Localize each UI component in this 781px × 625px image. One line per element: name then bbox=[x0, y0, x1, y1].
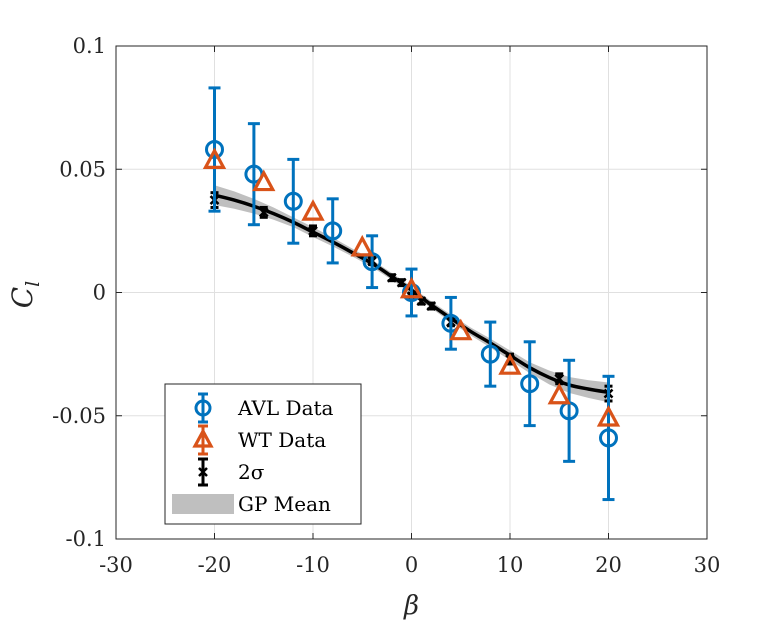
avl-point bbox=[283, 191, 303, 211]
wt-point bbox=[202, 147, 227, 169]
wt-point bbox=[399, 276, 424, 299]
y-axis-label: Cl bbox=[6, 281, 44, 309]
legend-sigma-marker bbox=[198, 467, 208, 477]
legend-label: AVL Data bbox=[237, 396, 334, 420]
avl-point bbox=[205, 140, 224, 160]
x-tick-label: 10 bbox=[497, 553, 524, 577]
series-2sigma bbox=[209, 191, 614, 403]
x-tick-label: -20 bbox=[198, 553, 232, 577]
series-wt-data bbox=[202, 147, 621, 427]
legend-item: 2σ bbox=[198, 457, 265, 487]
wt-point bbox=[498, 353, 522, 375]
avl-point bbox=[323, 221, 343, 241]
wt-point bbox=[449, 318, 473, 341]
x-tick-label: -30 bbox=[99, 553, 133, 577]
legend-gp-swatch bbox=[172, 494, 234, 514]
x-tick-label: 30 bbox=[694, 553, 721, 577]
sigma-point bbox=[386, 272, 397, 283]
legend-avl-marker bbox=[194, 399, 212, 417]
series bbox=[202, 86, 621, 502]
legend-item: GP Mean bbox=[172, 492, 331, 516]
svg-text:Cl: Cl bbox=[6, 281, 44, 309]
wt-point bbox=[301, 199, 325, 221]
legend-label: WT Data bbox=[238, 428, 326, 452]
sigma-point bbox=[426, 301, 437, 311]
legend: AVL Data WT Data 2σ GP Mean bbox=[164, 383, 362, 525]
y-axis-label-subscript: l bbox=[22, 281, 44, 287]
avl-point bbox=[480, 344, 500, 364]
wt-point bbox=[596, 404, 621, 427]
wt-point bbox=[252, 169, 276, 192]
legend-item: WT Data bbox=[192, 424, 326, 456]
y-tick-label: -0.05 bbox=[52, 404, 106, 428]
avl-point bbox=[520, 374, 540, 394]
series-avl-data bbox=[205, 86, 618, 502]
legend-item: AVL Data bbox=[194, 392, 334, 424]
legend-wt-marker bbox=[192, 427, 214, 448]
y-tick-label: 0.05 bbox=[59, 157, 106, 181]
y-tick-label: -0.1 bbox=[66, 527, 107, 551]
sigma-point bbox=[554, 373, 565, 384]
avl-point bbox=[599, 428, 618, 448]
wt-point bbox=[350, 234, 374, 257]
axes: -30 -20 -10 0 10 20 30 -0.1 -0.05 0 0.05 0.1 bbox=[52, 34, 720, 577]
x-axis-label: β bbox=[403, 591, 419, 621]
x-tick-label: -10 bbox=[296, 553, 330, 577]
sigma-point bbox=[396, 277, 407, 288]
y-tick-label: 0.1 bbox=[73, 34, 106, 58]
wt-point bbox=[547, 382, 571, 405]
sigma-point bbox=[308, 225, 318, 236]
sigma-point bbox=[258, 207, 269, 218]
x-tick-label: 0 bbox=[405, 553, 418, 577]
legend-label: GP Mean bbox=[238, 492, 331, 516]
y-axis-label-main: C bbox=[6, 287, 39, 308]
y-tick-label: 0 bbox=[93, 281, 106, 305]
legend-label: 2σ bbox=[238, 460, 265, 484]
x-tick-label: 20 bbox=[595, 553, 622, 577]
